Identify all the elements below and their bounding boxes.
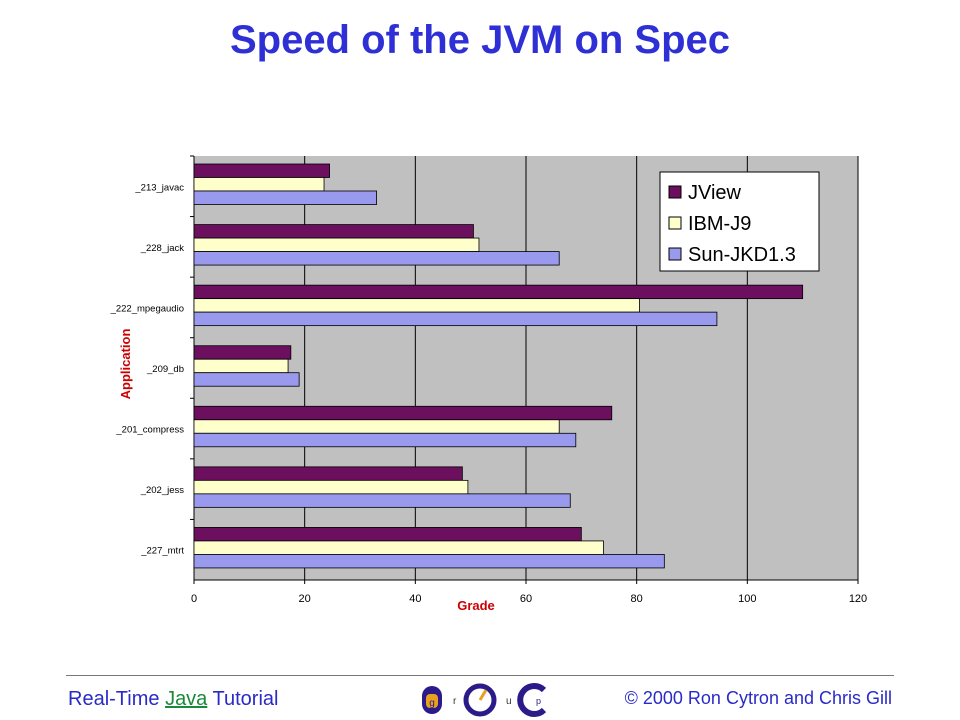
footer-text-realtime: Real-Time	[68, 688, 160, 710]
logo-c-shape	[517, 683, 547, 717]
legend-swatch-jview	[668, 185, 682, 199]
bar-jview	[193, 345, 292, 360]
bar-sun-jkd1.3	[193, 311, 718, 327]
bar-sun-jkd1.3	[193, 251, 560, 266]
logo-clock-hand	[478, 689, 488, 701]
bar-sun-jkd1.3	[193, 372, 300, 387]
bar-sun-jkd1.3	[193, 190, 378, 205]
bar-ibm-j9	[193, 479, 469, 495]
bar-ibm-j9	[193, 237, 480, 252]
x-tick-label: 20	[299, 593, 311, 605]
y-tick-label: _228_jack	[140, 243, 185, 254]
footer-course-title: Real-Time Java Tutorial	[68, 688, 278, 711]
bar-sun-jkd1.3	[193, 493, 571, 508]
legend-box	[659, 171, 820, 272]
x-axis-label: Grade	[457, 598, 495, 613]
legend-swatch-ibm-j9	[668, 216, 682, 230]
bar-sun-jkd1.3	[193, 432, 577, 448]
legend-label: JView	[688, 182, 742, 204]
footer-text-tutorial: Tutorial	[212, 688, 279, 710]
y-tick-label: _209_db	[146, 364, 184, 375]
bar-ibm-j9	[193, 298, 640, 313]
bar-jview	[193, 224, 474, 239]
doc-group-logo: g r u p	[422, 683, 547, 717]
bar-jview	[193, 163, 330, 178]
bar-ibm-j9	[193, 540, 604, 555]
bar-jview	[193, 284, 804, 300]
footer-divider	[66, 675, 894, 676]
bar-ibm-j9	[193, 358, 289, 374]
y-tick-label: _202_jess	[140, 485, 185, 496]
legend-swatch-sun-jkd1.3	[668, 247, 682, 261]
bar-ibm-j9	[193, 419, 560, 434]
legend-label: Sun-JKD1.3	[688, 244, 796, 266]
slide-title: Speed of the JVM on Spec	[229, 18, 731, 62]
java-link[interactable]: Java	[165, 688, 208, 710]
x-tick-label: 120	[849, 593, 867, 605]
bar-jview	[193, 527, 582, 542]
x-tick-label: 0	[191, 593, 197, 605]
logo-letter-g: g	[429, 698, 435, 709]
logo-o-ring	[463, 683, 497, 717]
logo-letter-u: u	[506, 696, 512, 707]
logo-letter-r: r	[453, 696, 457, 707]
x-tick-label: 100	[738, 593, 756, 605]
bar-jview	[193, 405, 613, 421]
legend-label: IBM-J9	[688, 213, 751, 235]
logo-letter-p: p	[536, 696, 541, 706]
y-tick-label: _201_compress	[115, 425, 184, 436]
footer-copyright: © 2000 Ron Cytron and Chris Gill	[624, 688, 892, 708]
x-tick-label: 40	[409, 593, 421, 605]
y-tick-label: _222_mpegaudio	[110, 303, 184, 314]
y-tick-label: _227_mtrt	[140, 546, 184, 557]
x-tick-label: 80	[631, 593, 643, 605]
y-axis-label: Application	[118, 329, 133, 400]
bar-ibm-j9	[193, 177, 325, 192]
bar-jview	[193, 466, 463, 481]
x-tick-label: 60	[520, 593, 532, 605]
y-tick-label: _213_javac	[134, 182, 184, 193]
bar-sun-jkd1.3	[193, 554, 665, 569]
bar-chart: 0 20 40 60 80 100 120 _213_javac _228_jack _222_m…	[110, 155, 867, 613]
logo-d-inner	[426, 694, 438, 708]
